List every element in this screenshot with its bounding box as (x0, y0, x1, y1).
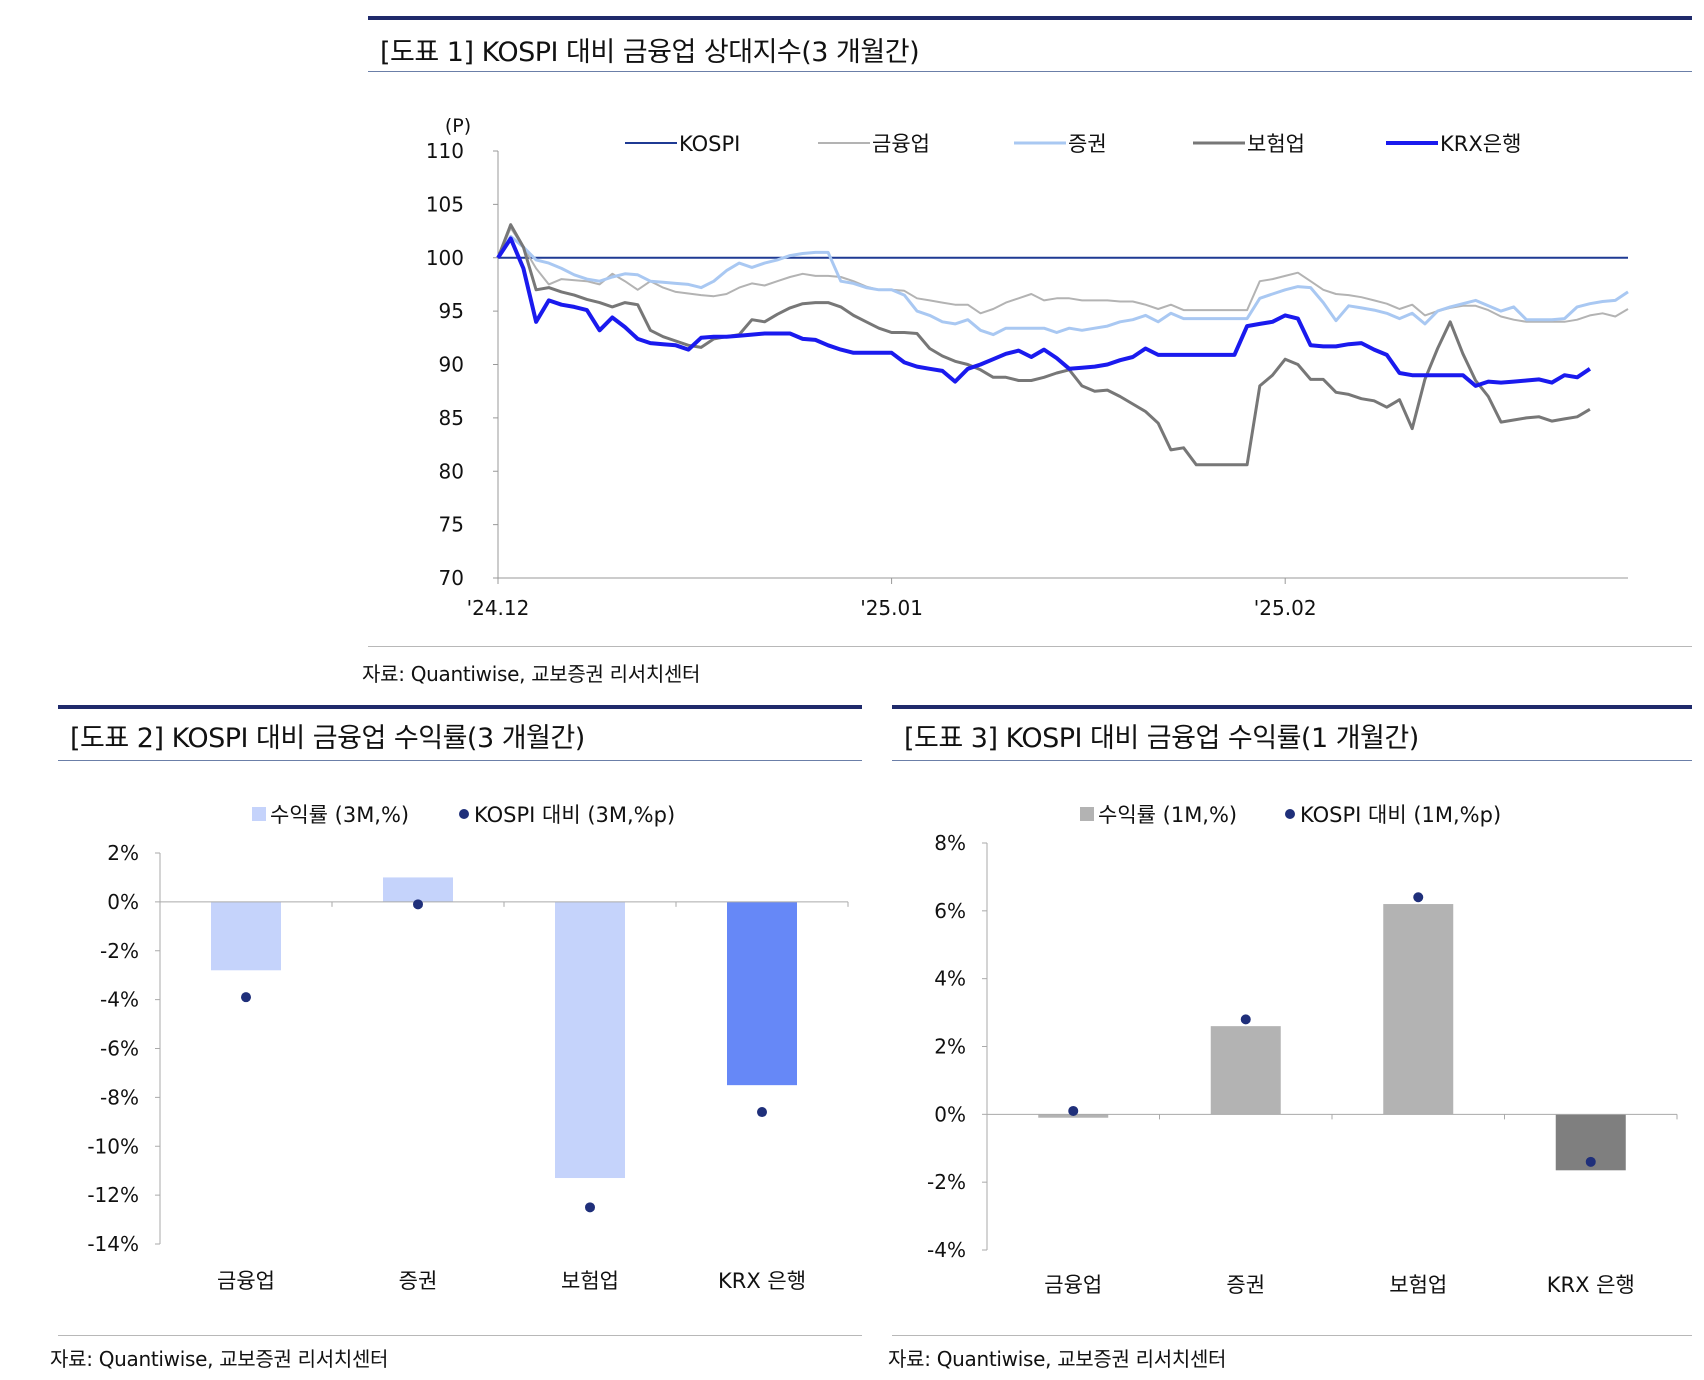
y-tick-label: 95 (439, 299, 464, 323)
legend-bar-swatch (1080, 807, 1094, 821)
bar (727, 901, 797, 1086)
panel3-bottom-rule (892, 1335, 1692, 1336)
legend-dot-swatch (459, 809, 469, 819)
legend-label: KRX은행 (1440, 132, 1521, 156)
panel3-title: [도표 3] KOSPI 대비 금융업 수익률(1 개월간) (904, 723, 1419, 754)
legend-label: 수익률 (3M,%) (270, 803, 409, 827)
panel2-title: [도표 2] KOSPI 대비 금융업 수익률(3 개월간) (70, 723, 585, 754)
dot-point (241, 992, 251, 1003)
series-line-4 (496, 236, 1592, 388)
panel1-top-rule (368, 16, 1692, 20)
dot-point (757, 1107, 767, 1118)
panel3-top-rule (892, 705, 1692, 709)
y-tick-label: 70 (439, 566, 464, 590)
category-label: 증권 (399, 1269, 438, 1293)
y-tick-label: 0% (107, 890, 139, 914)
dot-point (413, 899, 423, 910)
legend-label: KOSPI 대비 (1M,%p) (1300, 803, 1501, 827)
y-tick-label: 2% (107, 841, 139, 865)
legend-label: 보험업 (1247, 132, 1305, 156)
y-tick-label: 85 (439, 406, 464, 430)
x-tick-label: '25.02 (1254, 596, 1317, 620)
panel2-title-underline (58, 760, 862, 761)
panel2-top-rule (58, 705, 862, 709)
category-label: 보험업 (561, 1269, 619, 1293)
y-tick-label: -4% (927, 1238, 966, 1262)
dot-point (1585, 1156, 1596, 1167)
bar (211, 901, 281, 971)
panel2-bottom-rule (58, 1335, 862, 1336)
y-tick-label: 110 (426, 139, 464, 163)
category-label: 금융업 (1044, 1273, 1102, 1297)
y-tick-label: 2% (934, 1035, 966, 1059)
bar (1210, 1026, 1281, 1115)
y-tick-label: 8% (934, 831, 966, 855)
y-tick-label: -14% (87, 1232, 139, 1256)
y-unit-label: (P) (445, 115, 471, 137)
dot-point (1240, 1014, 1251, 1025)
y-tick-label: -2% (100, 939, 139, 963)
y-tick-label: 75 (439, 513, 464, 537)
relative-index-line-chart: (P)110 105 100 95 90 85 80 75 70'24.12 '25.01 '25.… (426, 115, 1629, 620)
category-label: 금융업 (217, 1269, 275, 1293)
panel1-bottom-rule (368, 646, 1692, 647)
panel3-source: 자료: Quantiwise, 교보증권 리서치센터 (888, 1347, 1227, 1371)
bar (555, 901, 625, 1179)
y-tick-label: -6% (100, 1037, 139, 1061)
series-line-3 (496, 223, 1591, 467)
y-tick-label: -2% (927, 1170, 966, 1194)
y-tick-label: -8% (100, 1085, 139, 1109)
y-tick-label: 100 (426, 246, 464, 270)
bar (1383, 904, 1454, 1115)
y-tick-label: 90 (439, 353, 464, 377)
y-tick-label: 80 (439, 459, 464, 483)
category-label: KRX 은행 (1547, 1273, 1635, 1297)
panel3-title-underline (892, 760, 1692, 761)
y-tick-label: 0% (934, 1102, 966, 1126)
panel1-title-underline (368, 71, 1692, 72)
legend-label: 증권 (1068, 132, 1107, 156)
legend-label: KOSPI (679, 132, 740, 156)
y-tick-label: -4% (100, 988, 139, 1012)
legend-dot-swatch (1285, 809, 1295, 819)
bar (383, 877, 453, 902)
y-tick-label: 4% (934, 967, 966, 991)
panel2-source: 자료: Quantiwise, 교보증권 리서치센터 (50, 1347, 389, 1371)
x-tick-label: '24.12 (467, 596, 530, 620)
legend-label: KOSPI 대비 (3M,%p) (474, 803, 675, 827)
category-label: 보험업 (1389, 1273, 1447, 1297)
y-tick-label: 105 (426, 192, 464, 216)
panel1-source: 자료: Quantiwise, 교보증권 리서치센터 (362, 662, 701, 686)
dot-point (1068, 1105, 1079, 1116)
legend-label: 수익률 (1M,%) (1098, 803, 1237, 827)
category-label: KRX 은행 (718, 1269, 806, 1293)
y-tick-label: -12% (87, 1183, 139, 1207)
x-tick-label: '25.01 (860, 596, 923, 620)
y-tick-label: -10% (87, 1134, 139, 1158)
series-line-2 (496, 234, 1629, 337)
y-tick-label: 6% (934, 899, 966, 923)
legend-label: 금융업 (872, 132, 930, 156)
bar (1038, 1114, 1109, 1118)
category-label: 증권 (1226, 1273, 1265, 1297)
dot-point (1413, 892, 1424, 903)
dot-point (585, 1202, 595, 1213)
panel1-title: [도표 1] KOSPI 대비 금융업 상대지수(3 개월간) (380, 37, 920, 68)
legend-bar-swatch (252, 807, 266, 821)
